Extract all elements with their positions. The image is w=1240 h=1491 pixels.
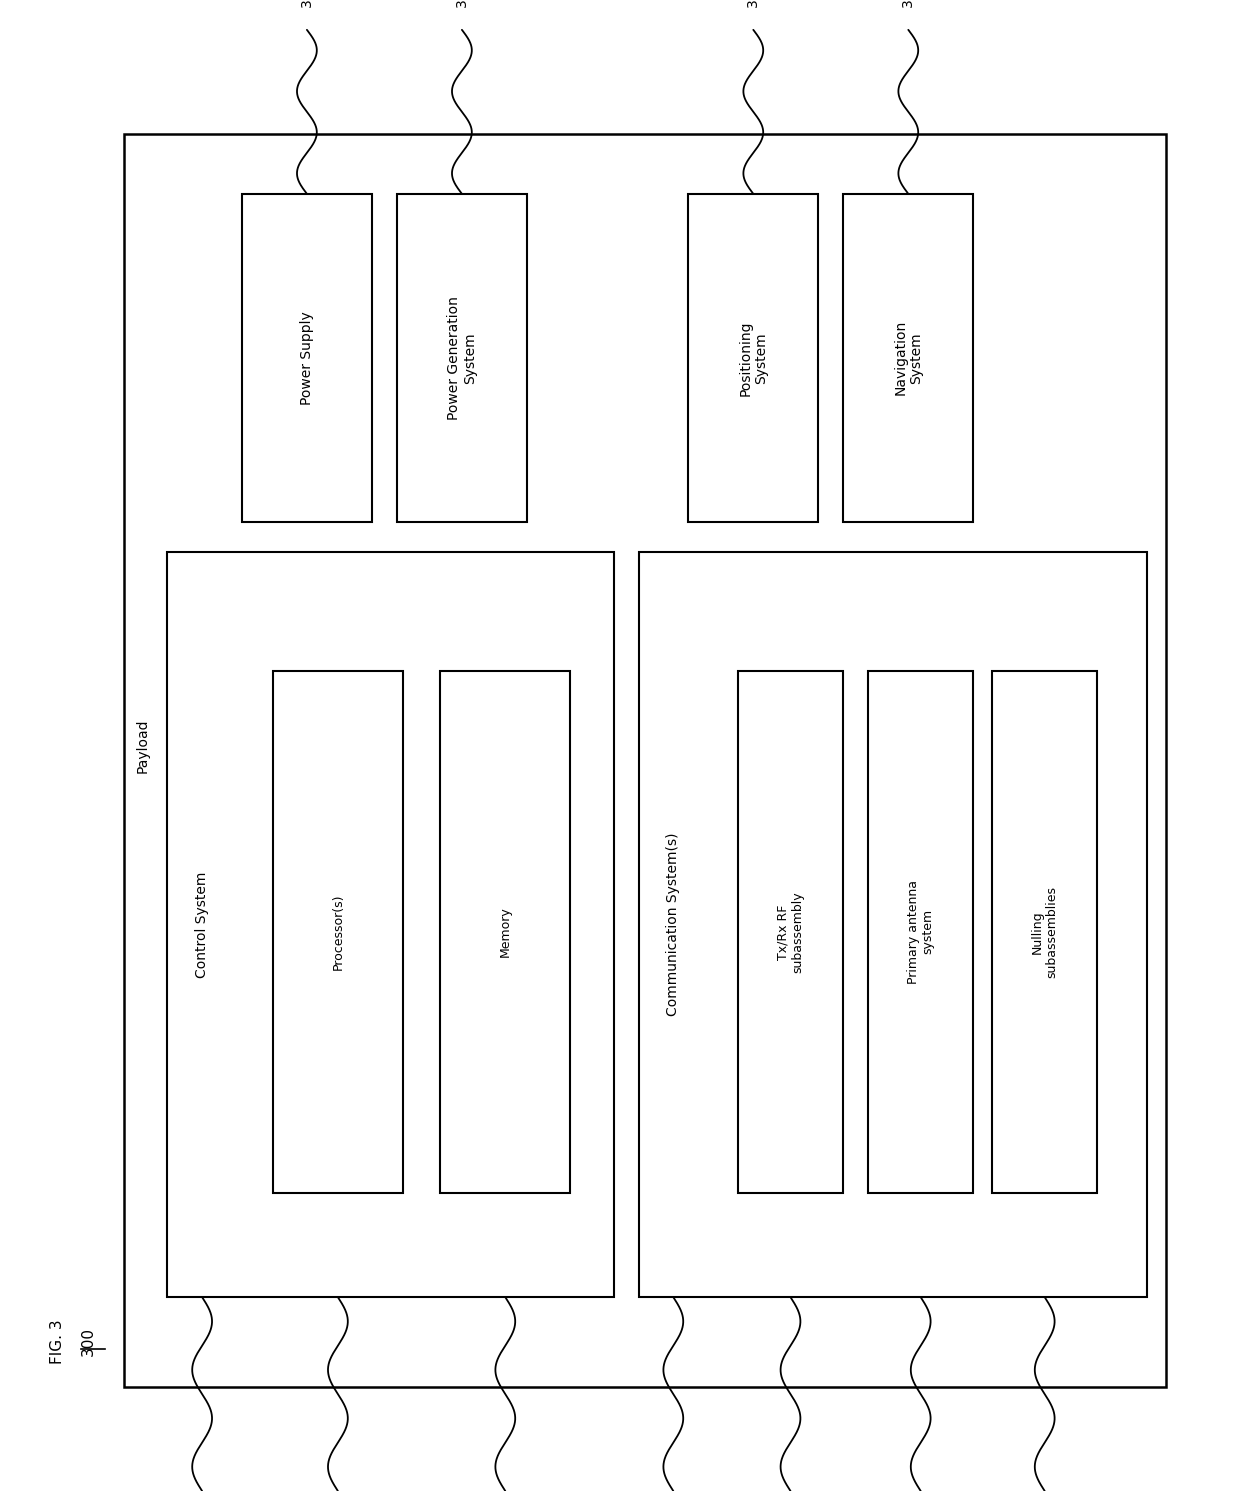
Bar [167,552,614,1297]
Text: 314: 314 [746,0,760,7]
Bar [688,194,818,522]
Bar [242,194,372,522]
Bar [738,671,843,1193]
Text: Power Supply: Power Supply [300,312,314,404]
Text: Payload: Payload [135,719,150,772]
Text: Primary antenna
system: Primary antenna system [906,880,935,984]
Text: 300: 300 [81,1327,95,1357]
Text: Control System: Control System [195,871,210,978]
Text: Positioning
System: Positioning System [738,321,769,395]
Text: Navigation
System: Navigation System [893,321,924,395]
Text: Nulling
subassemblies: Nulling subassemblies [1030,886,1059,978]
Text: Memory: Memory [498,907,512,957]
Bar [440,671,570,1193]
Bar [273,671,403,1193]
Bar [397,194,527,522]
Bar [843,194,973,522]
Bar [124,134,1166,1387]
Text: Processor(s): Processor(s) [331,893,345,971]
Bar [639,552,1147,1297]
Text: 316: 316 [901,0,915,7]
Text: Power Generation
System: Power Generation System [446,295,477,420]
Text: Communication System(s): Communication System(s) [666,832,681,1017]
Bar [868,671,973,1193]
Text: 312: 312 [455,0,469,7]
Text: Tx/Rx RF
subassembly: Tx/Rx RF subassembly [776,892,805,972]
Text: FIG. 3: FIG. 3 [50,1320,64,1364]
Bar [992,671,1097,1193]
Text: 310: 310 [300,0,314,7]
